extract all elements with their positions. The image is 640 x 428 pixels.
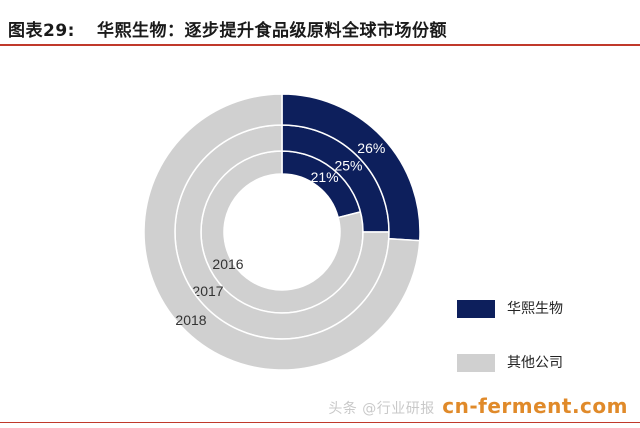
year-label-2016: 2016 (212, 256, 243, 272)
data-label-2017: 25% (334, 158, 362, 174)
top-rule (0, 44, 640, 46)
watermark-text: cn-ferment.com (442, 394, 628, 418)
watermark-sub: 头条 @行业研报 (328, 401, 435, 417)
figure-title-text: 华熙生物：逐步提升食品级原料全球市场份额 (96, 21, 447, 41)
figure-number: 图表29: (8, 21, 75, 41)
watermark: 头条 @行业研报 cn-ferment.com (324, 394, 628, 418)
legend-swatch-huaxi (457, 300, 495, 318)
data-label-2016: 21% (311, 169, 339, 185)
data-label-2018: 26% (357, 140, 385, 156)
bottom-rule (0, 422, 640, 423)
legend-swatch-others (457, 354, 495, 372)
legend-label-huaxi: 华熙生物 (507, 301, 563, 317)
figure-title: 图表29: 华熙生物：逐步提升食品级原料全球市场份额 (8, 16, 447, 41)
year-label-2018: 2018 (175, 312, 206, 328)
year-label-2017: 2017 (192, 283, 223, 299)
slice-2018-others (143, 93, 421, 371)
legend-label-others: 其他公司 (507, 355, 563, 371)
